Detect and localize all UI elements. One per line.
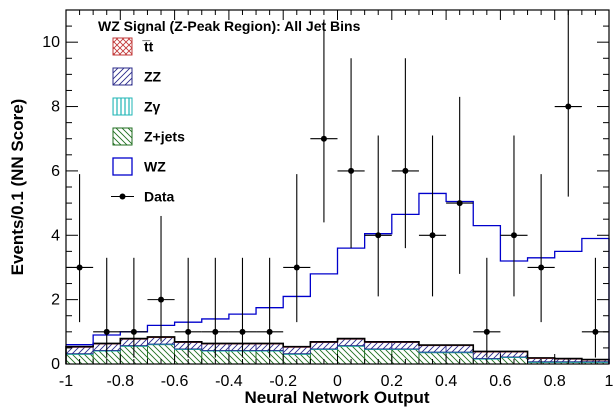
- data-point-6: [239, 328, 246, 335]
- data-point-14: [456, 200, 463, 207]
- stack-bar-diag-right-12: [391, 342, 420, 350]
- x-tick-label-10: 1: [605, 373, 613, 390]
- legend-label-1: ZZ: [144, 69, 162, 85]
- data-point-12: [402, 167, 409, 174]
- data-point-18: [565, 103, 572, 110]
- legend-swatch-diag-right: [112, 67, 133, 86]
- x-tick-label-5: 0: [333, 373, 342, 390]
- legend-label-3: Z+jets: [144, 129, 185, 145]
- stack-bar-diag-right-16: [499, 351, 528, 358]
- plot-area: [65, 10, 610, 365]
- y-axis-title: Events/0.1 (NN Score): [8, 99, 27, 276]
- data-point-9: [320, 135, 327, 142]
- data-point-19: [592, 328, 599, 335]
- chart-title: WZ Signal (Z-Peak Region): All Jet Bins: [98, 18, 361, 34]
- data-point-7: [266, 328, 273, 335]
- stack-bar-diag-right-13: [418, 345, 447, 353]
- x-tick-label-9: 0.8: [544, 373, 566, 390]
- data-point-10: [348, 167, 355, 174]
- data-point-13: [429, 232, 436, 239]
- y-tick-label-2: 4: [51, 227, 60, 244]
- data-point-11: [375, 232, 382, 239]
- legend-swatch-vertical: [112, 97, 133, 116]
- y-tick-label-4: 8: [51, 99, 60, 116]
- legend-label-4: WZ: [144, 159, 166, 175]
- stack-bar-diag-right-11: [364, 342, 393, 350]
- y-tick-label-1: 2: [51, 292, 60, 309]
- x-tick-label-7: 0.4: [435, 373, 457, 390]
- legend-label-5: Data: [144, 189, 175, 205]
- x-tick-label-4: -0.2: [269, 373, 297, 390]
- plot-frame: [65, 9, 610, 365]
- x-tick-label-8: 0.6: [489, 373, 511, 390]
- data-point-2: [130, 328, 137, 335]
- y-tick-label-3: 6: [51, 163, 60, 180]
- data-point-16: [510, 232, 517, 239]
- x-tick-label-2: -0.6: [161, 373, 189, 390]
- data-point-15: [483, 328, 490, 335]
- data-point-3: [158, 296, 165, 303]
- wz-signal-step-line: [66, 192, 610, 364]
- background-total-outline: [65, 336, 610, 364]
- legend-swatch-wz: [112, 157, 133, 176]
- y-tick-label-5: 10: [42, 34, 60, 51]
- stack-bar-diag-right-10: [337, 338, 366, 347]
- x-tick-label-0: -1: [59, 373, 73, 390]
- data-point-17: [538, 264, 545, 271]
- data-point-8: [293, 264, 300, 271]
- stack-bar-diag-right-14: [445, 345, 474, 353]
- legend-swatch-data-marker: [119, 193, 126, 200]
- legend-label-2: Zγ: [144, 99, 161, 115]
- data-point-1: [103, 328, 110, 335]
- stack-bar-diag-right-8: [282, 346, 311, 355]
- legend-swatch-diag-left: [112, 127, 133, 146]
- legend-swatch-cross: [112, 37, 133, 56]
- data-point-0: [76, 264, 83, 271]
- data-point-5: [212, 328, 219, 335]
- stack-bar-diag-right-9: [309, 342, 338, 350]
- y-tick-label-0: 0: [51, 356, 60, 373]
- x-tick-label-1: -0.8: [107, 373, 135, 390]
- x-tick-label-3: -0.4: [215, 373, 243, 390]
- x-tick-label-6: 0.2: [381, 373, 403, 390]
- legend: t̅t ZZ Zγ Z+jets WZ Data: [111, 37, 185, 205]
- data-point-4: [185, 328, 192, 335]
- legend-label-0: t̅t: [141, 39, 153, 55]
- x-axis-title: Neural Network Output: [244, 388, 429, 407]
